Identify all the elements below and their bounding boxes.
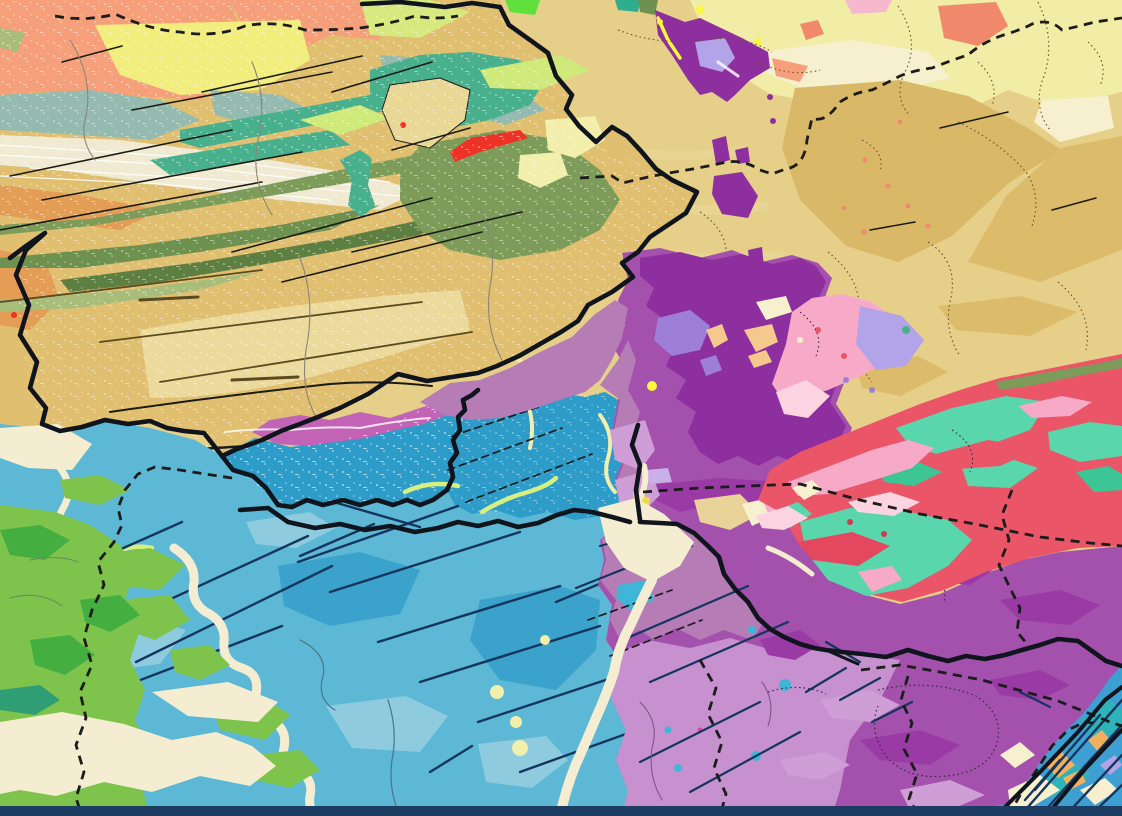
green-neon-patch (505, 0, 540, 15)
salmon-flank (772, 58, 808, 82)
belt-thick-lines (994, 685, 1122, 816)
pale-yellow-spots (490, 635, 550, 756)
peach-inclusions (706, 324, 778, 368)
dashed-border-northeast (579, 16, 1122, 185)
nw-long-faults (0, 269, 473, 383)
pink-light-patches (756, 492, 920, 530)
region-northwest-fold-belt (0, 0, 697, 456)
nw-speckle-overlay (0, 0, 697, 456)
map-borders (7, 0, 1122, 816)
red-volcanic-dot (11, 312, 17, 318)
lavender-patch (856, 306, 924, 370)
blue-deep-blob (470, 586, 600, 690)
dashed-border-band (642, 482, 1122, 548)
border-zone-fault (109, 381, 433, 413)
salmon-patch (938, 2, 1008, 46)
border-north-spur (629, 422, 643, 523)
loop-speckle (222, 390, 478, 505)
mint-patches (772, 396, 1122, 596)
khaki-wedge-blob (694, 494, 760, 530)
teal-forest-patch (0, 685, 60, 715)
admin-dotted-lines (617, 1, 1104, 383)
region-southwest-green (0, 475, 320, 816)
yellow-map-dot (647, 381, 657, 391)
olive-top-blob (638, 0, 658, 15)
cream-band (762, 40, 950, 92)
bottom-edge-strip (0, 806, 1122, 816)
border-south-arm (237, 505, 633, 535)
dashed-border-northwest (54, 12, 459, 36)
teal-top-blob (615, 0, 640, 12)
dashed-border-southeast (860, 663, 1122, 728)
coral-deep-blob (798, 532, 890, 566)
dashed-border-southeast-vertical (997, 489, 1030, 646)
cream-patch (1034, 96, 1114, 142)
pink-sliver (845, 0, 892, 14)
dashed-border-south-vertical (899, 675, 921, 816)
green-gray-lines (9, 556, 79, 607)
orchid-teeth-band (252, 388, 490, 446)
mustard-blob (782, 80, 1062, 262)
red-spots (847, 519, 887, 537)
blue-deep-blob (278, 552, 420, 626)
cream-blob-west (0, 424, 92, 470)
dashed-border-bottom-center (698, 659, 728, 816)
national-thick-borders (7, 0, 1122, 669)
region-northeast-platform (607, 0, 1122, 482)
cream-river-central (555, 575, 657, 816)
nw-gray-rivers (69, 39, 503, 421)
coral-specks (841, 119, 931, 235)
purple-thin-rivers (639, 681, 772, 801)
cream-inclusion (756, 296, 792, 320)
green-dark-patches (0, 525, 140, 675)
olive-sliver (996, 358, 1122, 390)
violet-pale-patch (646, 468, 672, 484)
border-loop-south (219, 387, 481, 510)
border-southeast-run (637, 519, 1122, 669)
pink-patches (788, 396, 1092, 592)
region-southeast-purple (420, 248, 1122, 816)
lavender-core (695, 38, 735, 72)
pink-light-lobe (776, 380, 830, 418)
border-north-run (219, 0, 700, 459)
cream-river-central-upper (637, 463, 649, 501)
lavender-violet-patches (654, 310, 722, 376)
dashed-border-southwest (74, 465, 233, 816)
cream-fields (0, 712, 276, 796)
white-streak (716, 60, 740, 78)
mustard-soft-blob (938, 296, 1078, 336)
yellow-fringe (656, 16, 682, 60)
nw-fault-lines (0, 45, 523, 283)
band-dotted-admin (799, 311, 820, 357)
pink-volcanic-band (756, 294, 1122, 602)
cream-blob (152, 682, 278, 722)
border-spur-tick (824, 648, 860, 666)
basin-dashed-faults (447, 405, 593, 503)
border-west-arm (7, 230, 225, 459)
purple-dashed-faults (587, 589, 703, 657)
mauve-band (420, 300, 628, 420)
salmon-patch-small (800, 20, 824, 40)
patch-specks (797, 326, 910, 393)
mustard-band (968, 136, 1122, 282)
coral-restripe (928, 440, 1040, 470)
band-dotted-admin2 (951, 429, 974, 473)
cream-vein-ne (765, 545, 815, 577)
